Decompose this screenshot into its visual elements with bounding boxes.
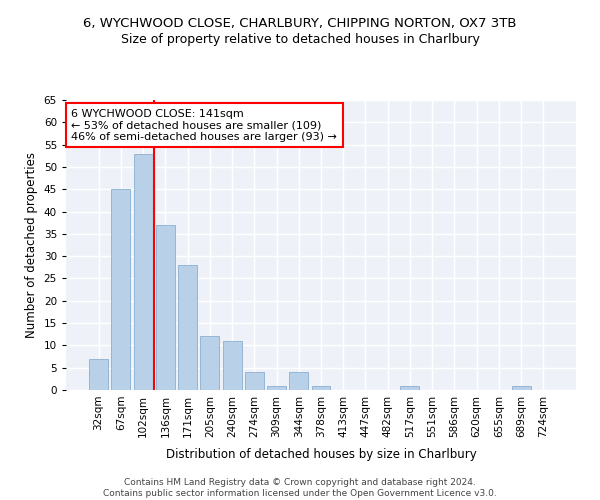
- Bar: [200, 336, 219, 390]
- Text: 6, WYCHWOOD CLOSE, CHARLBURY, CHIPPING NORTON, OX7 3TB: 6, WYCHWOOD CLOSE, CHARLBURY, CHIPPING N…: [83, 18, 517, 30]
- Bar: [512, 386, 530, 390]
- Bar: [267, 386, 286, 390]
- Text: Size of property relative to detached houses in Charlbury: Size of property relative to detached ho…: [121, 32, 479, 46]
- Bar: [400, 386, 419, 390]
- Text: Contains HM Land Registry data © Crown copyright and database right 2024.
Contai: Contains HM Land Registry data © Crown c…: [103, 478, 497, 498]
- Y-axis label: Number of detached properties: Number of detached properties: [25, 152, 38, 338]
- Bar: [89, 359, 108, 390]
- Text: 6 WYCHWOOD CLOSE: 141sqm
← 53% of detached houses are smaller (109)
46% of semi-: 6 WYCHWOOD CLOSE: 141sqm ← 53% of detach…: [71, 108, 337, 142]
- Bar: [245, 372, 264, 390]
- Bar: [178, 265, 197, 390]
- Bar: [223, 341, 242, 390]
- Bar: [289, 372, 308, 390]
- Bar: [156, 225, 175, 390]
- Bar: [134, 154, 152, 390]
- X-axis label: Distribution of detached houses by size in Charlbury: Distribution of detached houses by size …: [166, 448, 476, 461]
- Bar: [112, 189, 130, 390]
- Bar: [311, 386, 331, 390]
